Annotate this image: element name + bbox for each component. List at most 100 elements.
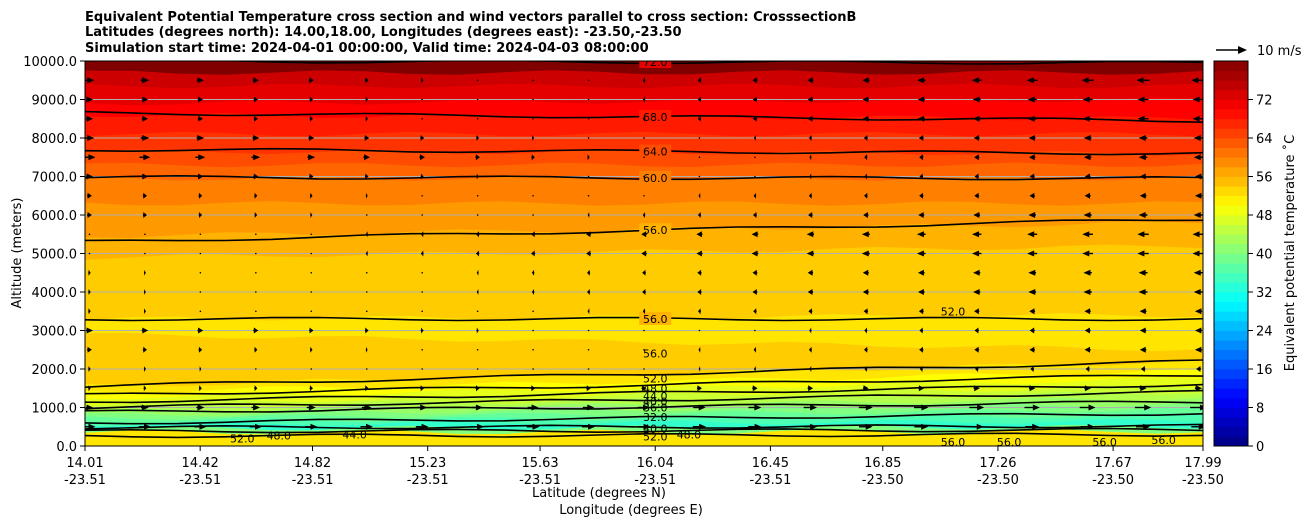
wind-vector-13-7 — [476, 327, 479, 334]
wind-vector-6-11 — [698, 192, 701, 199]
wind-vector-9-2 — [199, 252, 202, 255]
wind-vector-7-11 — [697, 212, 702, 218]
wind-vector-head — [753, 135, 756, 141]
contour-label-bg-3 — [639, 170, 672, 184]
colorbar-swatch-50 — [1214, 195, 1248, 206]
x-axis-label-longitude: Longitude (degrees E) — [559, 503, 703, 518]
colorbar-swatch-76 — [1214, 70, 1248, 81]
wind-vector-head — [1193, 289, 1201, 295]
colorbar-swatch-66 — [1214, 118, 1248, 129]
wind-vector-11-12 — [752, 289, 758, 295]
wind-vector-2-20 — [1192, 115, 1203, 122]
wind-vector-head — [420, 404, 428, 411]
wind-vector-head — [1143, 423, 1151, 430]
wind-vector-16-11 — [696, 385, 702, 392]
wind-vector-15-10 — [643, 368, 645, 370]
colorbar-swatch-32 — [1214, 282, 1248, 293]
wind-vector-12-19 — [1139, 308, 1147, 315]
wind-vector-head — [641, 250, 647, 257]
wind-vector-0-16 — [971, 77, 982, 84]
wind-vector-head — [309, 327, 314, 334]
wind-vector-head — [697, 115, 701, 122]
wind-vector-7-1 — [142, 212, 147, 218]
wind-vector-5-8 — [532, 175, 534, 178]
contour-label-bg-5 — [639, 311, 672, 325]
wind-vector-head — [86, 404, 94, 411]
wind-vector-10-9 — [587, 269, 591, 276]
wind-vector-6-6 — [421, 194, 423, 197]
wind-vector-14-4 — [310, 346, 313, 353]
wind-vector-13-20 — [1194, 327, 1203, 334]
wind-vector-head — [144, 289, 146, 295]
wind-vector-head — [808, 135, 812, 141]
wind-vector-head — [861, 250, 869, 257]
wind-vector-3-10 — [643, 137, 645, 139]
wind-vector-0-18 — [1081, 77, 1094, 84]
wind-vector-head — [642, 212, 645, 218]
wind-vector-head — [254, 212, 258, 218]
wind-vector-18-20 — [1191, 423, 1203, 430]
wind-vector-1-2 — [197, 96, 204, 103]
wind-vector-5-13 — [809, 173, 812, 180]
wind-vector-head — [198, 192, 203, 199]
wind-vector-head — [1084, 192, 1091, 199]
wind-vector-11-17 — [1028, 289, 1037, 295]
wind-vector-head — [1196, 366, 1201, 372]
wind-vector-head — [698, 308, 701, 315]
wind-vector-14-13 — [808, 346, 812, 353]
wind-vector-14-14 — [864, 346, 868, 353]
wind-vector-head — [1137, 115, 1145, 122]
wind-vector-8-0 — [88, 233, 91, 236]
wind-vector-13-0 — [85, 327, 94, 334]
wind-vector-1-1 — [141, 96, 149, 103]
wind-vector-head — [754, 404, 762, 411]
colorbar-swatch-60 — [1214, 147, 1248, 158]
wind-vector-head — [917, 289, 924, 295]
quiver-key-label: 10 m/s — [1257, 44, 1302, 59]
wind-vector-head — [865, 423, 873, 430]
wind-vector-head — [309, 96, 313, 103]
wind-vector-16-2 — [198, 385, 202, 392]
wind-vector-15-0 — [88, 366, 91, 372]
colorbar-swatch-34 — [1214, 272, 1248, 283]
wind-vector-head — [531, 404, 539, 411]
wind-vector-head — [862, 269, 869, 276]
wind-vector-13-15 — [919, 327, 924, 334]
wind-vector-head — [1137, 96, 1145, 103]
wind-vector-16-8 — [530, 385, 536, 392]
wind-vector-5-14 — [864, 173, 868, 180]
wind-vector-head — [752, 289, 757, 295]
wind-vector-14-1 — [142, 346, 148, 353]
colorbar-swatch-2 — [1214, 426, 1248, 437]
wind-vector-head — [642, 308, 645, 315]
colorbar-swatch-8 — [1214, 397, 1248, 408]
wind-vector-7-17 — [1028, 212, 1036, 218]
wind-vector-head — [642, 96, 645, 103]
wind-vector-head — [862, 289, 869, 295]
wind-vector-5-2 — [197, 173, 204, 180]
wind-vector-head — [1082, 250, 1090, 257]
wind-vector-4-8 — [531, 154, 535, 161]
wind-vector-7-9 — [587, 212, 590, 218]
contour-line-14 — [85, 432, 1203, 439]
wind-vector-16-12 — [752, 385, 758, 392]
wind-vector-17-1 — [141, 404, 149, 411]
wind-vector-9-14 — [861, 250, 870, 257]
x-tick-lat-0: 14.01 — [66, 456, 103, 471]
y-tick-label-3: 3000.0 — [32, 325, 78, 340]
x-tick-lon-4: -23.51 — [519, 473, 561, 488]
wind-vector-head — [1138, 269, 1146, 276]
wind-vector-1-11 — [697, 96, 702, 103]
wind-vector-head — [254, 385, 258, 392]
contour-line-11 — [85, 412, 1203, 425]
wind-vector-18-0 — [85, 423, 96, 430]
colorbar-tick-label-7: 56 — [1256, 171, 1273, 186]
wind-vector-5-18 — [1084, 173, 1091, 180]
wind-vector-head — [808, 385, 814, 392]
wind-vector-12-17 — [1029, 308, 1036, 315]
wind-vector-head — [1137, 231, 1145, 238]
wind-vector-0-7 — [476, 79, 479, 82]
wind-vector-head — [807, 77, 813, 84]
wind-vector-13-12 — [754, 329, 756, 332]
